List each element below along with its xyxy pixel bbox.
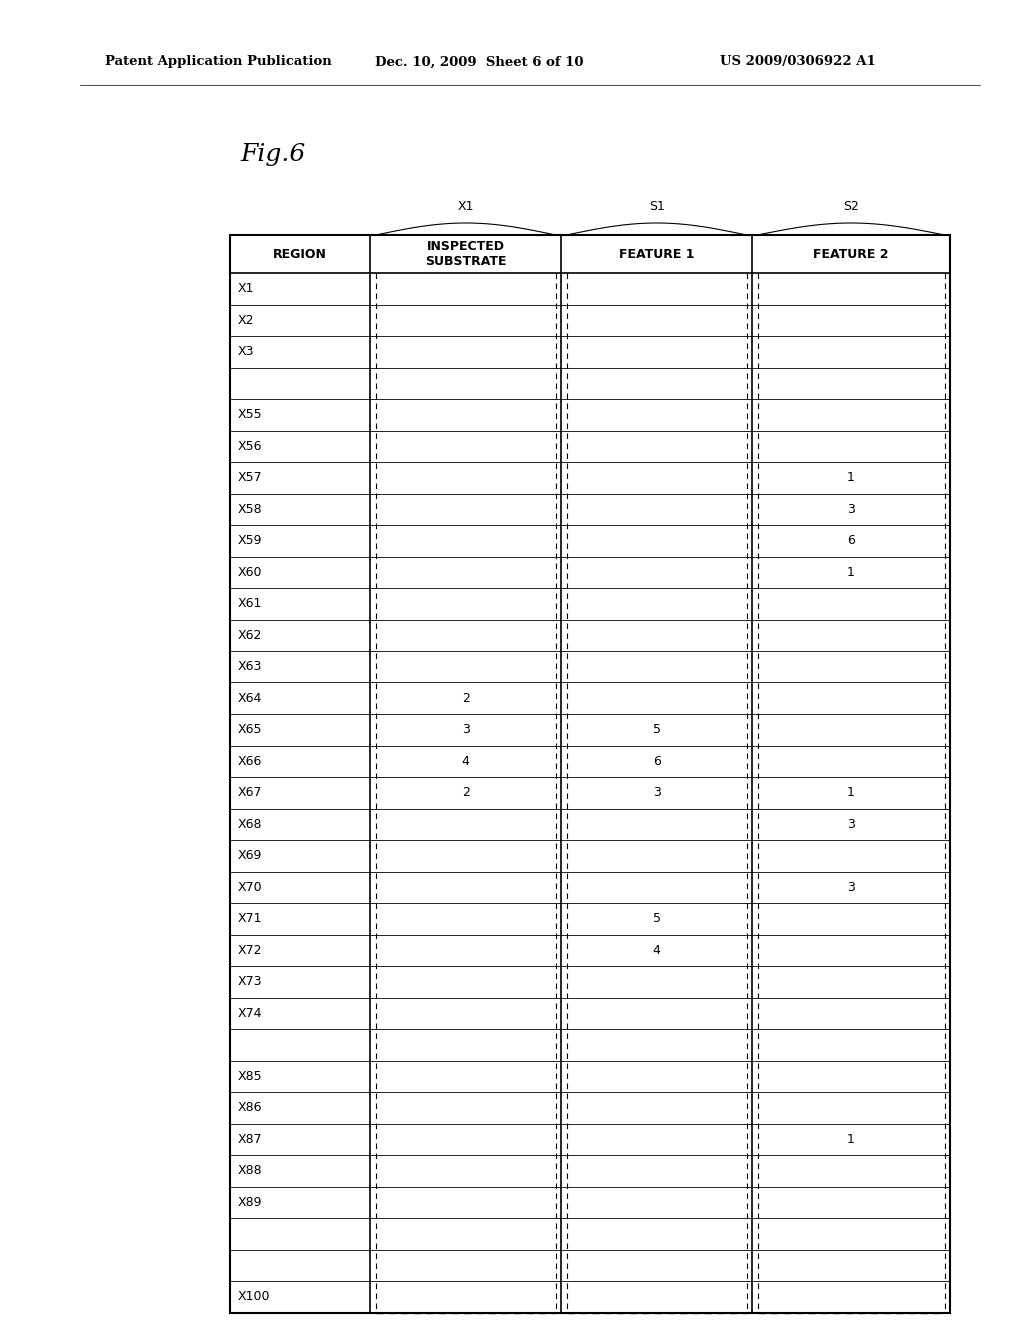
Text: 3: 3 (847, 818, 855, 830)
Text: X67: X67 (238, 787, 262, 799)
Text: 3: 3 (847, 503, 855, 516)
Text: X63: X63 (238, 660, 262, 673)
Text: 3: 3 (462, 723, 470, 737)
Text: 6: 6 (652, 755, 660, 768)
Text: X65: X65 (238, 723, 262, 737)
Text: US 2009/0306922 A1: US 2009/0306922 A1 (720, 55, 876, 69)
Text: Dec. 10, 2009  Sheet 6 of 10: Dec. 10, 2009 Sheet 6 of 10 (375, 55, 584, 69)
Text: 6: 6 (847, 535, 855, 548)
Bar (230, 235, 950, 1312)
Text: X1: X1 (458, 201, 474, 214)
Text: X60: X60 (238, 566, 262, 578)
Text: INSPECTED
SUBSTRATE: INSPECTED SUBSTRATE (425, 240, 507, 268)
Text: 3: 3 (847, 880, 855, 894)
Text: X56: X56 (238, 440, 262, 453)
Text: FEATURE 2: FEATURE 2 (813, 248, 889, 260)
Text: X68: X68 (238, 818, 262, 830)
Text: Patent Application Publication: Patent Application Publication (105, 55, 332, 69)
Text: X62: X62 (238, 628, 262, 642)
Text: 2: 2 (462, 692, 470, 705)
Text: X85: X85 (238, 1069, 262, 1082)
Text: X59: X59 (238, 535, 262, 548)
Text: REGION: REGION (273, 248, 327, 260)
Text: X70: X70 (238, 880, 262, 894)
Text: X57: X57 (238, 471, 262, 484)
Text: X74: X74 (238, 1007, 262, 1020)
Text: X69: X69 (238, 849, 262, 862)
Text: 1: 1 (847, 787, 855, 799)
Text: 2: 2 (462, 787, 470, 799)
Text: FEATURE 1: FEATURE 1 (618, 248, 694, 260)
Text: 1: 1 (847, 1133, 855, 1146)
Text: X3: X3 (238, 346, 255, 358)
Text: S1: S1 (648, 201, 665, 214)
Text: 4: 4 (462, 755, 470, 768)
Text: Fig.6: Fig.6 (240, 144, 305, 166)
Text: X1: X1 (238, 282, 255, 296)
Text: X2: X2 (238, 314, 255, 327)
Text: X89: X89 (238, 1196, 262, 1209)
Text: 5: 5 (652, 912, 660, 925)
Text: X88: X88 (238, 1164, 262, 1177)
Text: X100: X100 (238, 1290, 270, 1303)
Text: 1: 1 (847, 566, 855, 578)
Text: X61: X61 (238, 597, 262, 610)
Text: S2: S2 (843, 201, 859, 214)
Text: X73: X73 (238, 975, 262, 989)
Text: 4: 4 (652, 944, 660, 957)
Text: X87: X87 (238, 1133, 262, 1146)
Text: 1: 1 (847, 471, 855, 484)
Text: X58: X58 (238, 503, 262, 516)
Text: X55: X55 (238, 408, 262, 421)
Text: X71: X71 (238, 912, 262, 925)
Text: 3: 3 (652, 787, 660, 799)
Text: 5: 5 (652, 723, 660, 737)
Text: X86: X86 (238, 1101, 262, 1114)
Text: X72: X72 (238, 944, 262, 957)
Text: X66: X66 (238, 755, 262, 768)
Text: X64: X64 (238, 692, 262, 705)
